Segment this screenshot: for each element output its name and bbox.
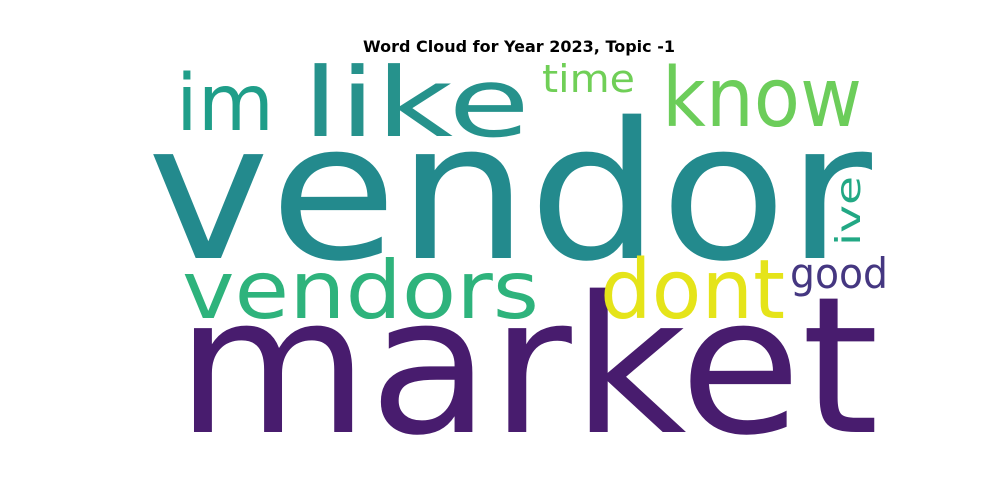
word-good: good <box>790 249 888 298</box>
word-vendor: vendor <box>147 82 873 303</box>
chart-title: Word Cloud for Year 2023, Topic -1 <box>363 37 675 56</box>
word-im: im <box>176 59 274 149</box>
word-ive: ive <box>829 176 869 246</box>
word-time: time <box>542 57 635 101</box>
word-vendors: vendors <box>182 244 539 337</box>
word-dont: dont <box>600 243 785 338</box>
word-market: market <box>176 256 879 477</box>
word-like: like <box>302 47 530 159</box>
word-know: know <box>662 51 862 146</box>
